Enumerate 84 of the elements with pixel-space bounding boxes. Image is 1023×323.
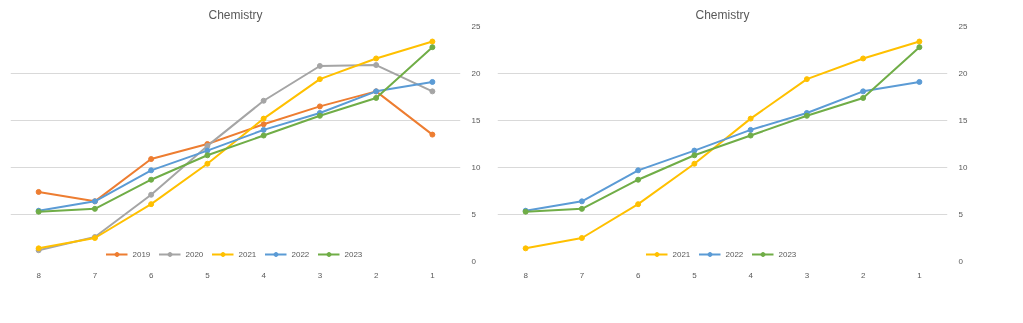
- legend-label: 2023: [778, 249, 798, 259]
- point: [691, 152, 698, 159]
- legend-label: 2019: [132, 249, 152, 259]
- y-tick-label: 10: [958, 163, 968, 172]
- point: [578, 198, 585, 205]
- x-tick-label: 1: [917, 270, 923, 280]
- point: [747, 126, 754, 133]
- point: [204, 152, 211, 159]
- point: [373, 62, 380, 69]
- x-tick-label: 8: [523, 270, 529, 280]
- x-tick-label: 6: [635, 270, 641, 280]
- point: [522, 245, 529, 252]
- point: [148, 156, 155, 163]
- point: [803, 76, 810, 83]
- x-tick-label: 3: [804, 270, 810, 280]
- legend-label: 2020: [185, 249, 205, 259]
- legend-label: 2022: [291, 249, 311, 259]
- y-tick-label: 15: [471, 116, 481, 125]
- point: [635, 201, 642, 208]
- y-tick-label: 25: [471, 22, 481, 31]
- point: [429, 131, 436, 138]
- x-tick-label: 3: [317, 270, 323, 280]
- point: [148, 167, 155, 174]
- point: [860, 55, 867, 62]
- chart-title: Chemistry: [208, 7, 263, 22]
- y-tick-label: 10: [471, 163, 481, 172]
- point: [691, 147, 698, 154]
- x-tick-label: 4: [748, 270, 754, 280]
- point: [148, 201, 155, 208]
- point: [316, 62, 323, 69]
- point: [316, 76, 323, 83]
- point: [747, 115, 754, 122]
- point: [204, 160, 211, 167]
- legend-label: 2022: [725, 249, 745, 259]
- y-tick-label: 0: [471, 257, 477, 266]
- x-tick-label: 5: [692, 270, 698, 280]
- point: [373, 94, 380, 101]
- y-tick-label: 25: [958, 22, 968, 31]
- x-tick-label: 2: [373, 270, 379, 280]
- point: [747, 132, 754, 139]
- point: [916, 38, 923, 45]
- point: [429, 38, 436, 45]
- point: [148, 191, 155, 198]
- point: [429, 78, 436, 85]
- point: [91, 205, 98, 212]
- point: [578, 205, 585, 212]
- x-tick-label: 6: [148, 270, 154, 280]
- y-tick-label: 20: [471, 69, 481, 78]
- point: [691, 160, 698, 167]
- point: [148, 176, 155, 183]
- point: [429, 88, 436, 95]
- chart-title: Chemistry: [695, 7, 750, 22]
- x-tick-label: 8: [36, 270, 42, 280]
- point: [578, 235, 585, 241]
- y-tick-label: 0: [958, 257, 964, 266]
- point: [916, 44, 923, 51]
- point: [316, 103, 323, 110]
- point: [260, 121, 267, 128]
- y-tick-label: 15: [958, 116, 968, 125]
- point: [916, 78, 923, 85]
- point: [860, 88, 867, 95]
- legend-label: 2023: [344, 249, 364, 259]
- y-tick-label: 20: [958, 69, 968, 78]
- y-tick-label: 5: [958, 210, 964, 219]
- point: [635, 176, 642, 183]
- y-tick-label: 5: [471, 210, 477, 219]
- legend-label: 2021: [672, 249, 692, 259]
- point: [429, 44, 436, 51]
- x-tick-label: 5: [205, 270, 211, 280]
- point: [373, 55, 380, 62]
- legend-label: 2021: [238, 249, 258, 259]
- point: [635, 167, 642, 174]
- x-tick-label: 7: [92, 270, 98, 280]
- point: [260, 126, 267, 133]
- point: [260, 97, 267, 104]
- point: [260, 115, 267, 122]
- point: [35, 188, 42, 195]
- x-tick-label: 7: [579, 270, 585, 280]
- x-tick-label: 4: [261, 270, 267, 280]
- x-tick-label: 1: [430, 270, 436, 280]
- point: [204, 147, 211, 154]
- point: [860, 94, 867, 101]
- x-tick-label: 2: [860, 270, 866, 280]
- point: [260, 132, 267, 139]
